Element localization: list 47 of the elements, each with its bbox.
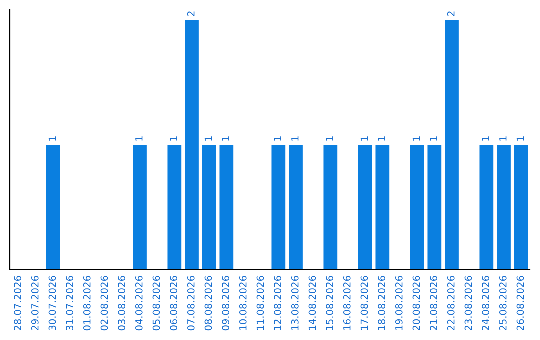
x-tick-label: 16.08.2026 <box>343 276 351 330</box>
x-tick-label: 20.08.2026 <box>412 276 420 331</box>
data-label: 1 <box>48 136 56 141</box>
x-tick-label: 30.07.2026 <box>48 276 56 330</box>
x-tick-label: 29.07.2026 <box>31 276 39 331</box>
x-tick-label: 06.08.2026 <box>170 276 178 331</box>
data-label: 1 <box>326 136 334 141</box>
x-tick-label: 03.08.2026 <box>118 276 126 331</box>
data-label: 1 <box>500 136 507 141</box>
x-tick-label: 12.08.2026 <box>274 276 282 330</box>
data-label: 1 <box>360 136 368 141</box>
data-label: 2 <box>187 12 195 16</box>
data-label: 1 <box>222 136 230 141</box>
data-label: 1 <box>516 136 524 141</box>
data-label: 1 <box>136 136 143 141</box>
x-tick-label: 26.08.2026 <box>516 276 524 331</box>
data-label: 1 <box>412 136 420 141</box>
data-label: 1 <box>204 136 212 141</box>
data-label: 1 <box>378 136 386 141</box>
data-label: 1 <box>274 136 282 141</box>
x-tick-label: 28.07.2026 <box>14 276 22 331</box>
x-tick-label: 13.08.2026 <box>291 276 299 330</box>
data-label: 1 <box>292 136 299 141</box>
x-tick-label: 18.08.2026 <box>378 276 386 330</box>
x-tick-label: 19.08.2026 <box>395 276 403 330</box>
x-tick-label: 22.08.2026 <box>447 276 455 331</box>
x-tick-label: 17.08.2026 <box>360 276 368 330</box>
x-tick-label: 14.08.2026 <box>308 276 316 330</box>
x-tick-label: 31.07.2026 <box>66 276 74 330</box>
data-label: 2 <box>447 12 455 16</box>
data-label: 1 <box>430 136 438 141</box>
x-tick-label: 21.08.2026 <box>430 276 438 331</box>
x-tick-label: 25.08.2026 <box>499 276 507 331</box>
x-tick-label: 04.08.2026 <box>135 276 143 331</box>
x-tick-label: 01.08.2026 <box>83 276 91 331</box>
x-tick-label: 24.08.2026 <box>482 276 490 331</box>
x-tick-label: 08.08.2026 <box>204 276 212 331</box>
x-tick-label: 09.08.2026 <box>222 276 230 331</box>
data-label: 1 <box>482 136 490 141</box>
x-tick-label: 15.08.2026 <box>326 276 334 330</box>
x-tick-label: 05.08.2026 <box>152 276 160 331</box>
x-tick-label: 11.08.2026 <box>256 276 264 330</box>
x-tick-label: 07.08.2026 <box>187 276 195 331</box>
x-tick-label: 10.08.2026 <box>239 276 247 330</box>
x-tick-label: 02.08.2026 <box>100 276 108 331</box>
x-tick-label: 23.08.2026 <box>464 276 472 331</box>
data-label: 1 <box>170 136 178 141</box>
